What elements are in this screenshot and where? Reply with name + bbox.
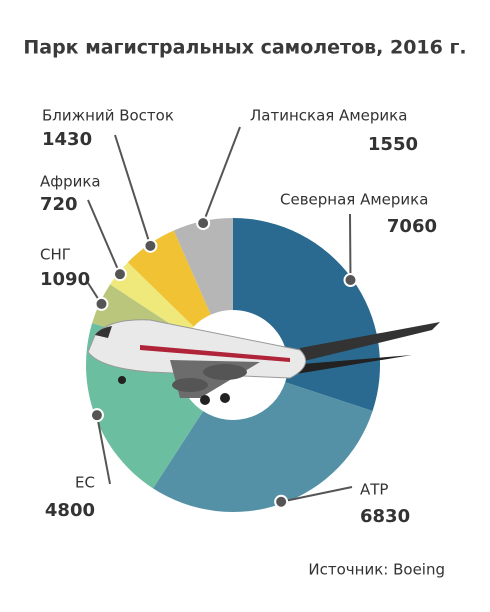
value-label: 1550 bbox=[368, 134, 418, 155]
leader-dot bbox=[343, 273, 358, 288]
chart-title: Парк магистральных самолетов, 2016 г. bbox=[23, 37, 466, 59]
leader-line bbox=[114, 134, 152, 247]
leader-dot bbox=[274, 494, 289, 509]
donut-segment bbox=[153, 382, 373, 512]
value-label: 7060 bbox=[387, 216, 437, 237]
category-label: Ближний Восток bbox=[42, 107, 174, 125]
leader-dot bbox=[89, 408, 104, 423]
donut-segment bbox=[127, 230, 211, 327]
leader-line bbox=[87, 199, 121, 275]
leader-dot bbox=[112, 267, 127, 282]
airplane bbox=[87, 319, 440, 405]
value-label: 6830 bbox=[360, 506, 410, 527]
donut-segment bbox=[110, 262, 194, 335]
category-label: Северная Америка bbox=[280, 191, 428, 209]
category-label: Латинская Америка bbox=[250, 107, 407, 125]
value-label: 1090 bbox=[40, 269, 90, 290]
leader-dot bbox=[94, 296, 109, 311]
donut-segment bbox=[173, 218, 233, 315]
leader-line bbox=[202, 126, 241, 224]
source: Источник: Boeing bbox=[308, 561, 445, 579]
leader-dot bbox=[143, 238, 158, 253]
donut-segment bbox=[233, 218, 380, 412]
value-label: 1430 bbox=[42, 129, 92, 150]
value-label: 720 bbox=[40, 194, 78, 215]
category-label: ЕС bbox=[75, 474, 95, 492]
category-label: Африка bbox=[40, 173, 101, 191]
leader-line bbox=[280, 486, 353, 503]
category-label: АТР bbox=[360, 481, 388, 499]
leader-line bbox=[95, 414, 111, 485]
category-label: СНГ bbox=[40, 246, 71, 264]
value-label: 4800 bbox=[45, 500, 95, 521]
leader-dot bbox=[196, 216, 211, 231]
